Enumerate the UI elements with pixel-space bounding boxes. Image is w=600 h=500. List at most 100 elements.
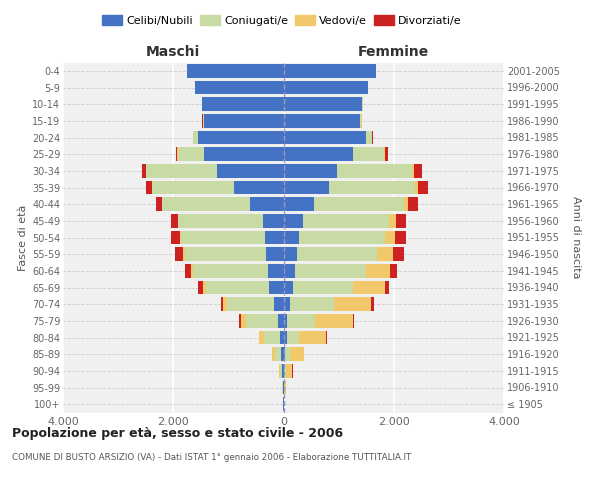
Bar (284, 380, 286, 394)
Bar (191, 264, 193, 278)
Bar (418, 180, 428, 194)
Bar (170, 230, 180, 244)
Bar (142, 164, 146, 177)
Bar (283, 380, 284, 394)
Bar (284, 330, 287, 344)
Bar (234, 180, 284, 194)
Bar (284, 148, 353, 161)
Bar (239, 314, 241, 328)
Bar (178, 148, 203, 161)
Bar (329, 180, 415, 194)
Bar (316, 314, 353, 328)
Bar (365, 130, 372, 144)
Bar (282, 364, 284, 378)
Bar (284, 364, 286, 378)
Bar (152, 180, 234, 194)
Bar (287, 330, 299, 344)
Bar (372, 130, 373, 144)
Bar (156, 198, 162, 211)
Bar (353, 280, 385, 294)
Bar (385, 230, 395, 244)
Bar (284, 114, 360, 128)
Bar (337, 164, 412, 177)
Bar (284, 198, 314, 211)
Bar (293, 280, 353, 294)
Bar (284, 164, 337, 177)
Bar (146, 180, 152, 194)
Bar (259, 330, 264, 344)
Bar (314, 198, 404, 211)
Bar (185, 264, 191, 278)
Bar (185, 248, 266, 261)
Text: Femmine: Femmine (358, 45, 430, 59)
Bar (287, 314, 316, 328)
Y-axis label: Fasce di età: Fasce di età (17, 204, 28, 270)
Bar (206, 280, 269, 294)
Text: Maschi: Maschi (146, 45, 200, 59)
Bar (278, 314, 284, 328)
Bar (193, 264, 268, 278)
Bar (202, 98, 284, 111)
Bar (284, 214, 302, 228)
Bar (414, 164, 422, 177)
Bar (385, 280, 389, 294)
Bar (284, 280, 293, 294)
Bar (227, 298, 274, 311)
Bar (176, 148, 178, 161)
Bar (286, 364, 292, 378)
Bar (281, 348, 284, 361)
Bar (184, 248, 185, 261)
Bar (284, 314, 287, 328)
Bar (221, 298, 223, 311)
Bar (171, 214, 178, 228)
Bar (198, 280, 203, 294)
Bar (284, 248, 297, 261)
Bar (181, 230, 265, 244)
Bar (415, 180, 418, 194)
Bar (295, 264, 367, 278)
Bar (408, 198, 418, 211)
Bar (360, 114, 361, 128)
Bar (353, 314, 355, 328)
Bar (203, 280, 206, 294)
Bar (395, 214, 406, 228)
Bar (280, 364, 282, 378)
Bar (393, 248, 404, 261)
Bar (284, 180, 329, 194)
Bar (246, 314, 278, 328)
Bar (299, 330, 326, 344)
Bar (286, 348, 290, 361)
Bar (412, 164, 414, 177)
Bar (299, 230, 385, 244)
Bar (223, 298, 227, 311)
Bar (187, 64, 284, 78)
Bar (180, 230, 181, 244)
Bar (272, 348, 275, 361)
Bar (290, 298, 334, 311)
Bar (282, 380, 283, 394)
Bar (203, 148, 284, 161)
Legend: Celibi/Nubili, Coniugati/e, Vedovi/e, Divorziati/e: Celibi/Nubili, Coniugati/e, Vedovi/e, Di… (98, 10, 466, 30)
Bar (263, 214, 284, 228)
Bar (250, 198, 284, 211)
Bar (278, 364, 280, 378)
Bar (395, 230, 406, 244)
Bar (217, 164, 284, 177)
Bar (404, 198, 408, 211)
Bar (334, 298, 371, 311)
Bar (162, 198, 250, 211)
Bar (284, 264, 295, 278)
Bar (241, 314, 246, 328)
Text: COMUNE DI BUSTO ARSIZIO (VA) - Dati ISTAT 1° gennaio 2006 - Elaborazione TUTTITA: COMUNE DI BUSTO ARSIZIO (VA) - Dati ISTA… (12, 452, 412, 462)
Bar (175, 248, 184, 261)
Bar (284, 230, 299, 244)
Bar (371, 298, 374, 311)
Bar (284, 80, 368, 94)
Bar (284, 98, 362, 111)
Bar (284, 64, 376, 78)
Bar (203, 114, 284, 128)
Bar (284, 130, 365, 144)
Bar (266, 248, 284, 261)
Bar (196, 80, 284, 94)
Bar (390, 264, 397, 278)
